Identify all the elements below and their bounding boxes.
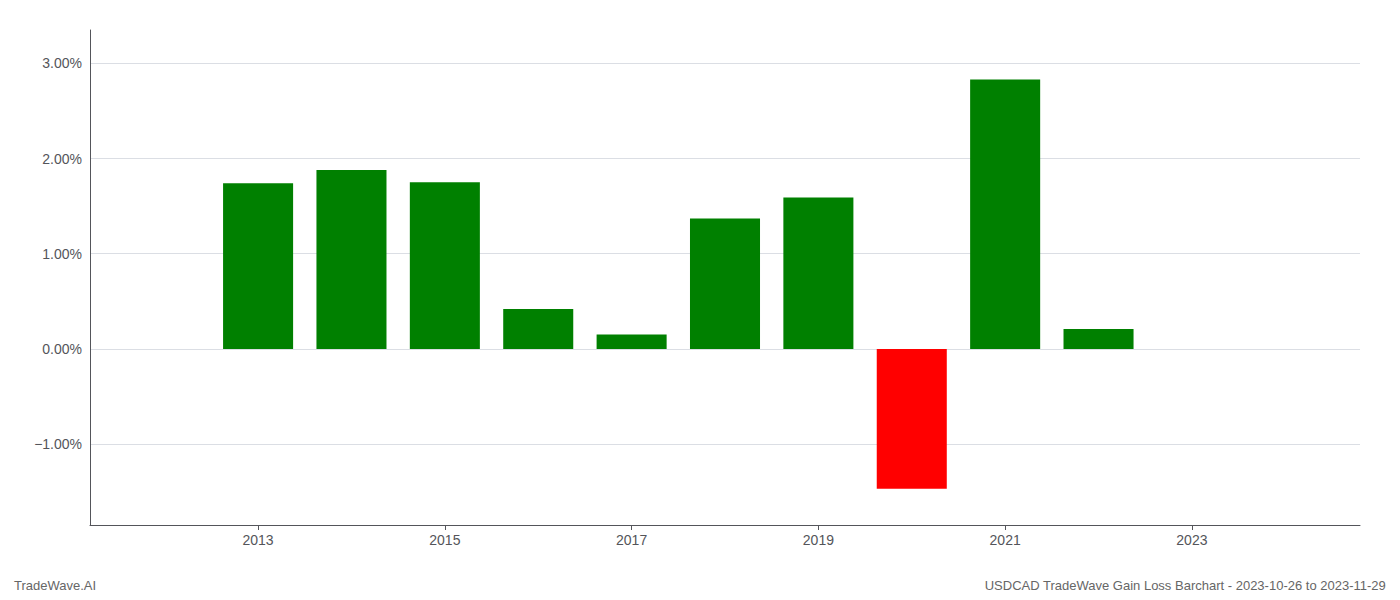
- svg-text:2023: 2023: [1176, 532, 1207, 548]
- svg-text:TradeWave.AI: TradeWave.AI: [14, 578, 96, 593]
- svg-text:1.00%: 1.00%: [42, 246, 82, 262]
- svg-text:USDCAD TradeWave Gain Loss Bar: USDCAD TradeWave Gain Loss Barchart - 20…: [985, 578, 1386, 593]
- svg-text:−1.00%: −1.00%: [34, 436, 82, 452]
- svg-text:2015: 2015: [429, 532, 460, 548]
- svg-text:0.00%: 0.00%: [42, 341, 82, 357]
- svg-text:2021: 2021: [990, 532, 1021, 548]
- svg-text:2013: 2013: [243, 532, 274, 548]
- svg-text:3.00%: 3.00%: [42, 55, 82, 71]
- svg-text:2019: 2019: [803, 532, 834, 548]
- svg-text:2017: 2017: [616, 532, 647, 548]
- svg-text:2.00%: 2.00%: [42, 151, 82, 167]
